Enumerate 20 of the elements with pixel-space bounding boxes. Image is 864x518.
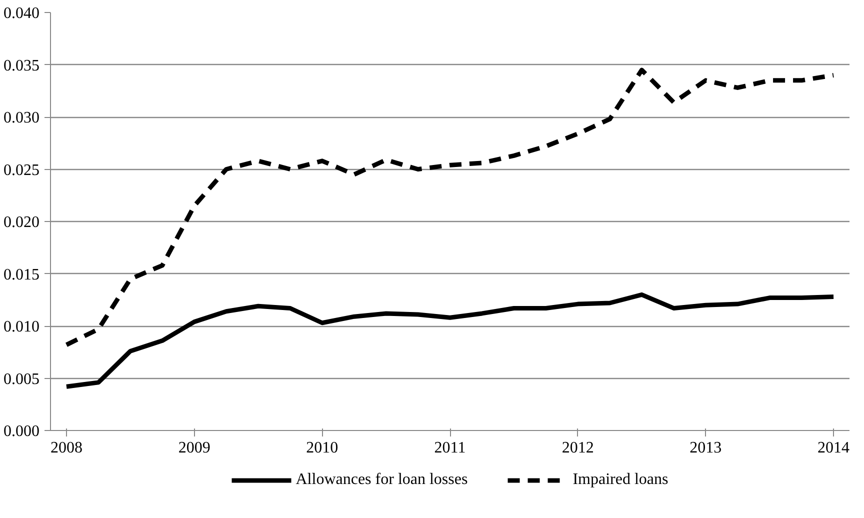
x-tick-label: 2011	[434, 440, 466, 456]
x-tick-label: 2013	[690, 440, 722, 456]
x-tick-label: 2010	[306, 440, 338, 456]
y-tick-label: 0.035	[4, 57, 40, 74]
line-series	[64, 292, 836, 389]
x-tick-label: 2009	[178, 440, 210, 456]
x-tick-label: 2012	[562, 440, 594, 456]
legend-label: Allowances for loan losses	[296, 471, 468, 489]
y-tick-label: 0.010	[4, 318, 40, 336]
legend-label: Impaired loans	[572, 471, 668, 489]
line-series	[64, 68, 836, 348]
y-tick-label: 0.025	[4, 162, 40, 179]
y-tick-label: 0.030	[4, 110, 40, 126]
y-tick-label: 0.005	[4, 370, 40, 388]
x-tick-label: 2008	[50, 440, 82, 456]
y-tick-label: 0.000	[4, 423, 40, 440]
x-tick-label: 2014	[818, 440, 850, 456]
y-tick-label: 0.040	[4, 5, 40, 22]
y-tick-label: 0.015	[4, 266, 40, 284]
y-tick-label: 0.020	[4, 214, 40, 231]
